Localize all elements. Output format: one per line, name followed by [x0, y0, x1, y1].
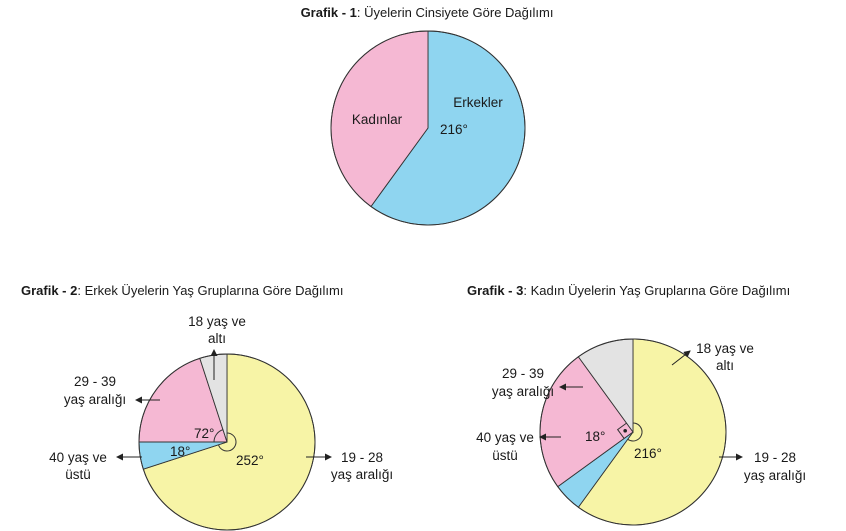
slice-label-19-28-line2: yaş aralığı: [331, 467, 393, 482]
slice-label-erkekler: Erkekler: [453, 95, 503, 110]
chart-3: Grafik - 3: Kadın Üyelerin Yaş Grupların…: [467, 283, 806, 526]
chart-2: Grafik - 2: Erkek Üyelerin Yaş Grupların…: [21, 283, 393, 531]
chart-1: Grafik - 1: Üyelerin Cinsiyete Göre Dağı…: [301, 5, 554, 226]
slice-label-19-28-line2: yaş aralığı: [744, 468, 806, 483]
leader-arrow-18-ve-alti: [671, 350, 691, 366]
slice-label-29-39-line2: yaş aralığı: [492, 384, 554, 399]
pie-outline: [330, 30, 526, 226]
angle-label-72: 72°: [194, 426, 214, 441]
angle-label-216: 216°: [440, 122, 468, 137]
slice-label-40-ve-ustu-line2: üstü: [492, 448, 518, 463]
slice-label-40-ve-ustu-line1: 40 yaş ve: [476, 430, 534, 445]
slice-label-18-ve-alti-line2: altı: [716, 358, 734, 373]
angle-label-18: 18°: [585, 429, 605, 444]
slice-label-29-39-line1: 29 - 39: [74, 374, 116, 389]
slice-label-19-28-line1: 19 - 28: [754, 450, 796, 465]
chart-3-title: Grafik - 3: Kadın Üyelerin Yaş Grupların…: [467, 283, 790, 298]
slice-label-29-39-line2: yaş aralığı: [64, 392, 126, 407]
right-angle-mark: [616, 422, 627, 439]
pie-outline: [138, 353, 316, 531]
slice-label-40-ve-ustu-line2: üstü: [65, 467, 91, 482]
angle-arc-216: [627, 422, 643, 442]
slice-label-18-ve-alti-line1: 18 yaş ve: [696, 341, 754, 356]
chart-1-title: Grafik - 1: Üyelerin Cinsiyete Göre Dağı…: [301, 5, 554, 20]
angle-label-252: 252°: [236, 453, 264, 468]
angle-label-18: 18°: [170, 444, 190, 459]
angle-label-216: 216°: [634, 446, 662, 461]
slice-label-19-28-line1: 19 - 28: [341, 450, 383, 465]
pie-outline: [539, 338, 727, 526]
slice-label-18-ve-alti-line2: altı: [208, 331, 226, 346]
slice-label-kadinlar: Kadınlar: [352, 112, 403, 127]
slice-label-40-ve-ustu-line1: 40 yaş ve: [49, 450, 107, 465]
angle-arc-252: [217, 432, 237, 452]
chart-2-title: Grafik - 2: Erkek Üyelerin Yaş Grupların…: [21, 283, 343, 298]
slice-label-29-39-line1: 29 - 39: [502, 366, 544, 381]
angle-arc-72: [213, 429, 224, 443]
right-angle-dot: [623, 428, 627, 433]
slice-label-18-ve-alti-line1: 18 yaş ve: [188, 314, 246, 329]
